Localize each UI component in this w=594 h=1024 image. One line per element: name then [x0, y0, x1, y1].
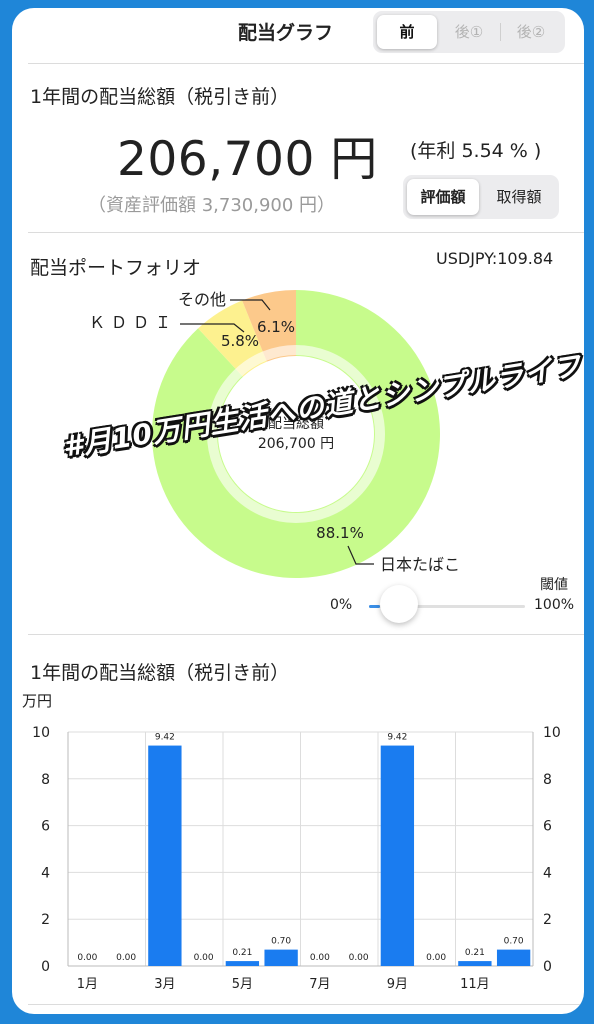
bar-12月[interactable] [496, 949, 531, 966]
tab-acquisition-cost[interactable]: 取得額 [496, 188, 542, 206]
asset-value: （資産評価額 3,730,900 円） [88, 195, 336, 216]
y-tick-label-right: 4 [543, 865, 552, 881]
divider [28, 634, 584, 635]
y-tick-label-right: 0 [543, 959, 552, 975]
threshold-slider-fill [369, 605, 380, 608]
scenario-segmented-control: 前 後① 後② [373, 11, 565, 53]
x-tick-label: 1月 [77, 977, 98, 992]
slice-label-kddi-percent: 5.8% [221, 332, 259, 350]
bar-3月[interactable] [148, 745, 182, 966]
x-tick-label: 5月 [232, 977, 253, 992]
divider [28, 232, 584, 233]
bar-value-label: 0.00 [116, 953, 136, 963]
bar-value-label: 0.00 [426, 953, 446, 963]
segment-divider [500, 23, 501, 41]
x-tick-label: 7月 [309, 977, 330, 992]
bar-5月[interactable] [225, 961, 260, 966]
portfolio-title: 配当ポートフォリオ [30, 257, 202, 279]
bar-9月[interactable] [380, 745, 415, 966]
divider [28, 1004, 584, 1005]
tab-market-value[interactable]: 評価額 [407, 179, 479, 215]
y-tick-label-right: 8 [543, 772, 552, 788]
y-tick-label-left: 8 [41, 772, 50, 788]
threshold-slider-track[interactable] [369, 605, 525, 608]
tab-before[interactable]: 前 [377, 15, 437, 49]
bar-value-label: 9.42 [387, 733, 407, 743]
donut-center-value: 206,700 円 [258, 436, 334, 452]
bar-6月[interactable] [264, 949, 298, 966]
x-tick-label: 3月 [154, 977, 175, 992]
bar-value-label: 0.00 [194, 953, 214, 963]
basis-segmented-control: 評価額 取得額 [403, 175, 559, 219]
bar-value-label: 0.70 [271, 937, 291, 947]
leader-line-other [230, 299, 271, 311]
threshold-label: 閾値 [540, 577, 568, 593]
y-tick-label-right: 6 [543, 819, 552, 835]
annual-dividend-title: 1年間の配当総額（税引き前） [30, 86, 290, 108]
leader-line-japan-tobacco [347, 545, 374, 565]
annual-yield: (年利 5.54 % ) [410, 140, 542, 162]
donut-slice-japan-tobacco[interactable] [152, 290, 440, 578]
slice-label-japan-tobacco-name: 日本たばこ [380, 555, 460, 574]
y-tick-label-left: 0 [41, 959, 50, 975]
donut-slice-kddi[interactable] [198, 300, 267, 377]
tab-after-1[interactable]: 後① [454, 23, 484, 41]
bar-value-label: 0.21 [232, 948, 252, 958]
x-tick-label: 11月 [460, 977, 490, 992]
bar-value-label: 0.00 [77, 953, 97, 963]
portfolio-donut-chart: 配当総額 206,700 円 88.1% 日本たばこ 5.8% ＫＤＤＩ 6.1… [89, 290, 460, 578]
y-axis-unit: 万円 [22, 692, 53, 710]
slice-label-japan-tobacco-percent: 88.1% [316, 524, 364, 542]
bar-value-label: 0.70 [504, 937, 524, 947]
threshold-max-label: 100% [534, 597, 575, 613]
bar-11月[interactable] [458, 961, 492, 966]
leader-line-kddi [180, 323, 245, 333]
bar-value-label: 0.00 [349, 953, 369, 963]
app-screen: 配当グラフ 前 後① 後② 1年間の配当総額（税引き前） 206,700 円 (… [12, 8, 584, 1014]
monthly-dividend-bar-chart: 0 0 2 2 4 4 6 6 8 8 10 10 0.00 1月 0.00 9.42 3月 0.00 0.21 5月… [32, 725, 561, 992]
y-tick-label-left: 6 [41, 819, 50, 835]
donut-slice-other[interactable] [242, 290, 296, 362]
y-tick-label-right: 10 [543, 725, 561, 741]
annual-dividend-total: 206,700 円 [117, 132, 378, 187]
bar-value-label: 0.00 [310, 953, 330, 963]
slice-label-kddi-name: ＫＤＤＩ [89, 313, 177, 332]
usdjpy-rate: USDJPY:109.84 [436, 249, 554, 268]
y-tick-label-left: 4 [41, 865, 50, 881]
y-tick-label-right: 2 [543, 912, 552, 928]
threshold-min-label: 0% [330, 597, 353, 613]
monthly-dividend-title: 1年間の配当総額（税引き前） [30, 662, 290, 684]
threshold-slider-handle[interactable] [379, 585, 418, 623]
page-title: 配当グラフ [238, 22, 334, 44]
divider [28, 63, 584, 64]
donut-center-label: 配当総額 [268, 416, 324, 432]
y-tick-label-left: 2 [41, 912, 50, 928]
y-tick-label-left: 10 [32, 725, 50, 741]
tab-after-2[interactable]: 後② [516, 23, 546, 41]
slice-label-other-percent: 6.1% [257, 318, 295, 336]
bar-value-label: 0.21 [465, 948, 485, 958]
donut-inner-ring [207, 345, 385, 523]
header: 配当グラフ 前 後① 後② [12, 8, 584, 60]
bar-value-label: 9.42 [155, 733, 175, 743]
slice-label-other-name: その他 [178, 290, 226, 309]
x-tick-label: 9月 [387, 977, 408, 992]
